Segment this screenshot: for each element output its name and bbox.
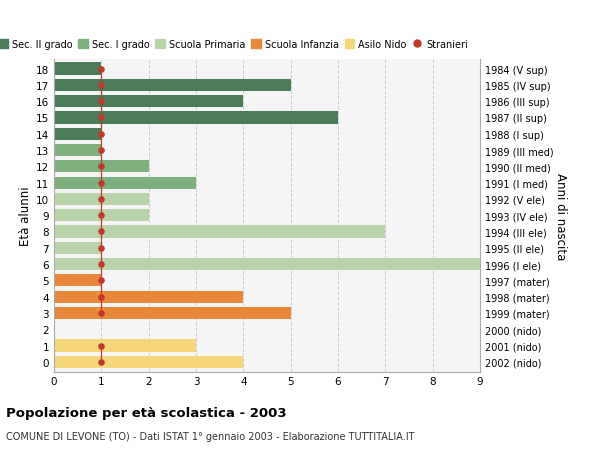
Point [97, 245, 106, 252]
Bar [54, 161, 149, 173]
Point [97, 342, 106, 349]
Bar [54, 307, 290, 319]
Point [97, 212, 106, 219]
Bar [54, 129, 101, 140]
Point [97, 228, 106, 235]
Bar [54, 291, 244, 303]
Point [97, 82, 106, 90]
Point [97, 66, 106, 73]
Point [97, 98, 106, 106]
Point [97, 179, 106, 187]
Point [97, 358, 106, 366]
Bar [54, 193, 149, 206]
Point [97, 114, 106, 122]
Bar [54, 145, 101, 157]
Bar [54, 274, 101, 287]
Text: COMUNE DI LEVONE (TO) - Dati ISTAT 1° gennaio 2003 - Elaborazione TUTTITALIA.IT: COMUNE DI LEVONE (TO) - Dati ISTAT 1° ge… [6, 431, 415, 442]
Point [97, 196, 106, 203]
Bar [54, 63, 101, 76]
Bar [54, 112, 338, 124]
Bar [54, 96, 244, 108]
Bar [54, 226, 385, 238]
Point [97, 261, 106, 268]
Text: Popolazione per età scolastica - 2003: Popolazione per età scolastica - 2003 [6, 406, 287, 419]
Point [97, 277, 106, 285]
Y-axis label: Anni di nascita: Anni di nascita [554, 172, 568, 259]
Bar [54, 340, 196, 352]
Point [97, 309, 106, 317]
Point [97, 163, 106, 171]
Bar [54, 258, 480, 271]
Point [97, 131, 106, 138]
Bar [54, 177, 196, 189]
Y-axis label: Età alunni: Età alunni [19, 186, 32, 246]
Bar [54, 210, 149, 222]
Bar [54, 356, 244, 368]
Legend: Sec. II grado, Sec. I grado, Scuola Primaria, Scuola Infanzia, Asilo Nido, Stran: Sec. II grado, Sec. I grado, Scuola Prim… [0, 38, 470, 52]
Point [97, 147, 106, 154]
Bar [54, 242, 101, 254]
Bar [54, 79, 290, 92]
Point [97, 293, 106, 301]
